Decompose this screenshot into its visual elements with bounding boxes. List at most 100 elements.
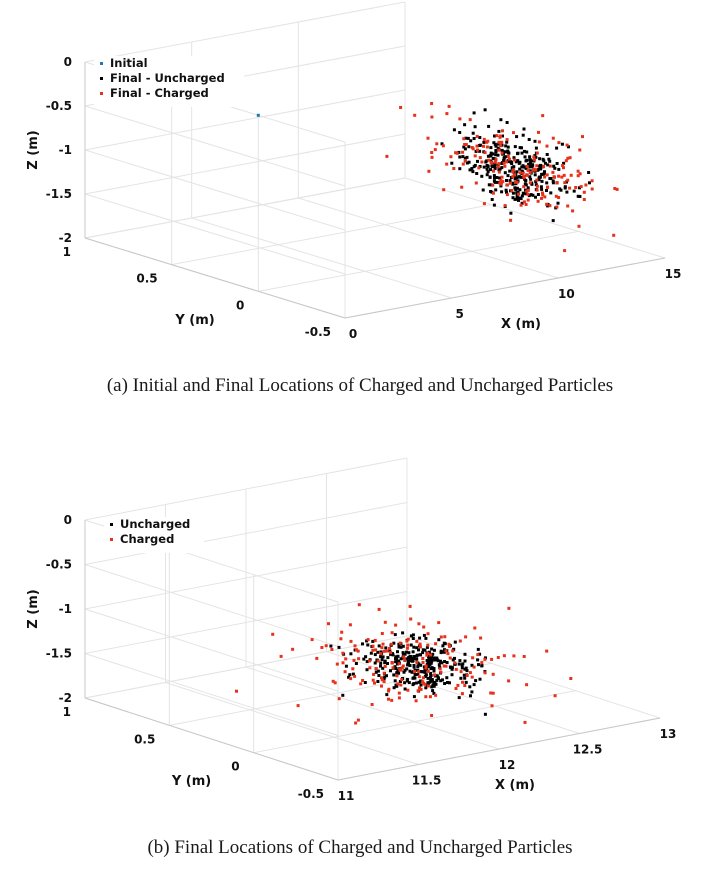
data-point <box>339 637 343 641</box>
data-point <box>567 145 570 149</box>
grid-line <box>84 133 406 195</box>
legend-label: Initial <box>110 56 148 70</box>
data-point <box>445 162 449 166</box>
data-point <box>386 656 390 660</box>
z-tick-label: -0.5 <box>46 99 72 113</box>
data-point <box>421 661 425 664</box>
data-point <box>576 174 580 178</box>
data-point <box>396 659 400 663</box>
data-point <box>442 641 446 645</box>
data-point <box>411 659 415 663</box>
data-point <box>483 657 487 661</box>
data-point <box>526 186 530 190</box>
data-point <box>463 143 467 146</box>
data-point <box>485 167 489 171</box>
data-point <box>389 651 393 655</box>
data-point <box>433 657 437 661</box>
data-point <box>452 128 456 132</box>
data-point <box>500 175 504 179</box>
data-point <box>354 721 358 725</box>
data-point <box>430 685 434 689</box>
figure-a: 0 5 10 15 -0.5 0 0.5 1 -2 -1.5 -1 -0.5 0 X (m) Y (m) Z … <box>0 0 720 430</box>
data-point <box>508 179 512 183</box>
data-point <box>569 677 573 680</box>
data-point <box>419 687 423 691</box>
data-point <box>396 668 400 672</box>
data-point <box>422 633 426 637</box>
data-point <box>371 644 375 648</box>
data-point <box>523 155 527 159</box>
data-point <box>393 633 397 637</box>
data-point <box>393 665 397 669</box>
data-point <box>347 675 351 679</box>
data-point <box>468 685 472 689</box>
data-point <box>515 170 519 174</box>
data-point <box>523 720 527 724</box>
data-point <box>413 113 417 117</box>
data-point <box>534 146 538 150</box>
data-point <box>397 691 401 695</box>
x-tick-label: 12 <box>499 758 516 772</box>
data-point <box>542 165 546 169</box>
data-point <box>527 163 531 166</box>
data-point <box>483 712 487 716</box>
data-point <box>465 161 469 165</box>
data-point <box>511 182 515 186</box>
data-point <box>540 196 543 200</box>
data-point <box>421 657 425 660</box>
data-point <box>405 646 409 650</box>
z-axis-label: Z (m) <box>26 130 41 169</box>
data-point <box>428 695 432 699</box>
data-point <box>348 673 352 677</box>
data-point <box>437 663 441 667</box>
data-point <box>509 218 513 222</box>
data-point <box>291 647 295 651</box>
data-point <box>408 669 412 673</box>
data-point <box>419 683 423 687</box>
data-point <box>535 178 539 182</box>
data-point <box>380 646 384 650</box>
data-point <box>432 648 436 652</box>
data-point <box>415 660 419 664</box>
data-point <box>495 176 499 179</box>
data-point <box>483 108 487 112</box>
data-point <box>460 692 464 696</box>
data-point <box>552 164 556 168</box>
data-point <box>415 657 419 661</box>
data-point <box>485 164 489 167</box>
data-point <box>458 155 462 159</box>
data-point <box>351 672 355 676</box>
legend-marker <box>110 523 113 526</box>
axes: 11 11.5 12 12.5 13 -0.5 0 0.5 1-2 -1.5 -1 -0.5 0 X (m… <box>26 513 676 803</box>
data-point <box>496 163 500 167</box>
data-point <box>463 652 467 656</box>
data-point <box>398 641 402 645</box>
data-point <box>348 623 352 627</box>
data-point <box>386 662 389 665</box>
data-point <box>560 142 564 146</box>
data-point <box>505 190 508 194</box>
data-points <box>235 603 573 725</box>
data-point <box>534 168 538 172</box>
data-point <box>429 671 433 675</box>
data-point <box>548 159 552 163</box>
data-point <box>498 176 501 180</box>
data-point <box>581 135 584 139</box>
data-point <box>556 201 560 205</box>
grid-line <box>84 89 406 151</box>
data-point <box>412 665 416 669</box>
data-point <box>381 642 385 646</box>
data-point <box>475 144 479 148</box>
data-point <box>504 144 508 148</box>
data-point <box>498 135 502 139</box>
data-point <box>389 652 393 656</box>
data-point <box>435 674 439 678</box>
data-point <box>357 603 361 607</box>
data-point <box>394 660 398 664</box>
data-point <box>451 658 455 662</box>
data-point <box>431 679 434 683</box>
data-point <box>433 673 437 677</box>
data-point <box>524 166 528 170</box>
data-point <box>521 191 525 195</box>
data-point <box>512 654 516 658</box>
